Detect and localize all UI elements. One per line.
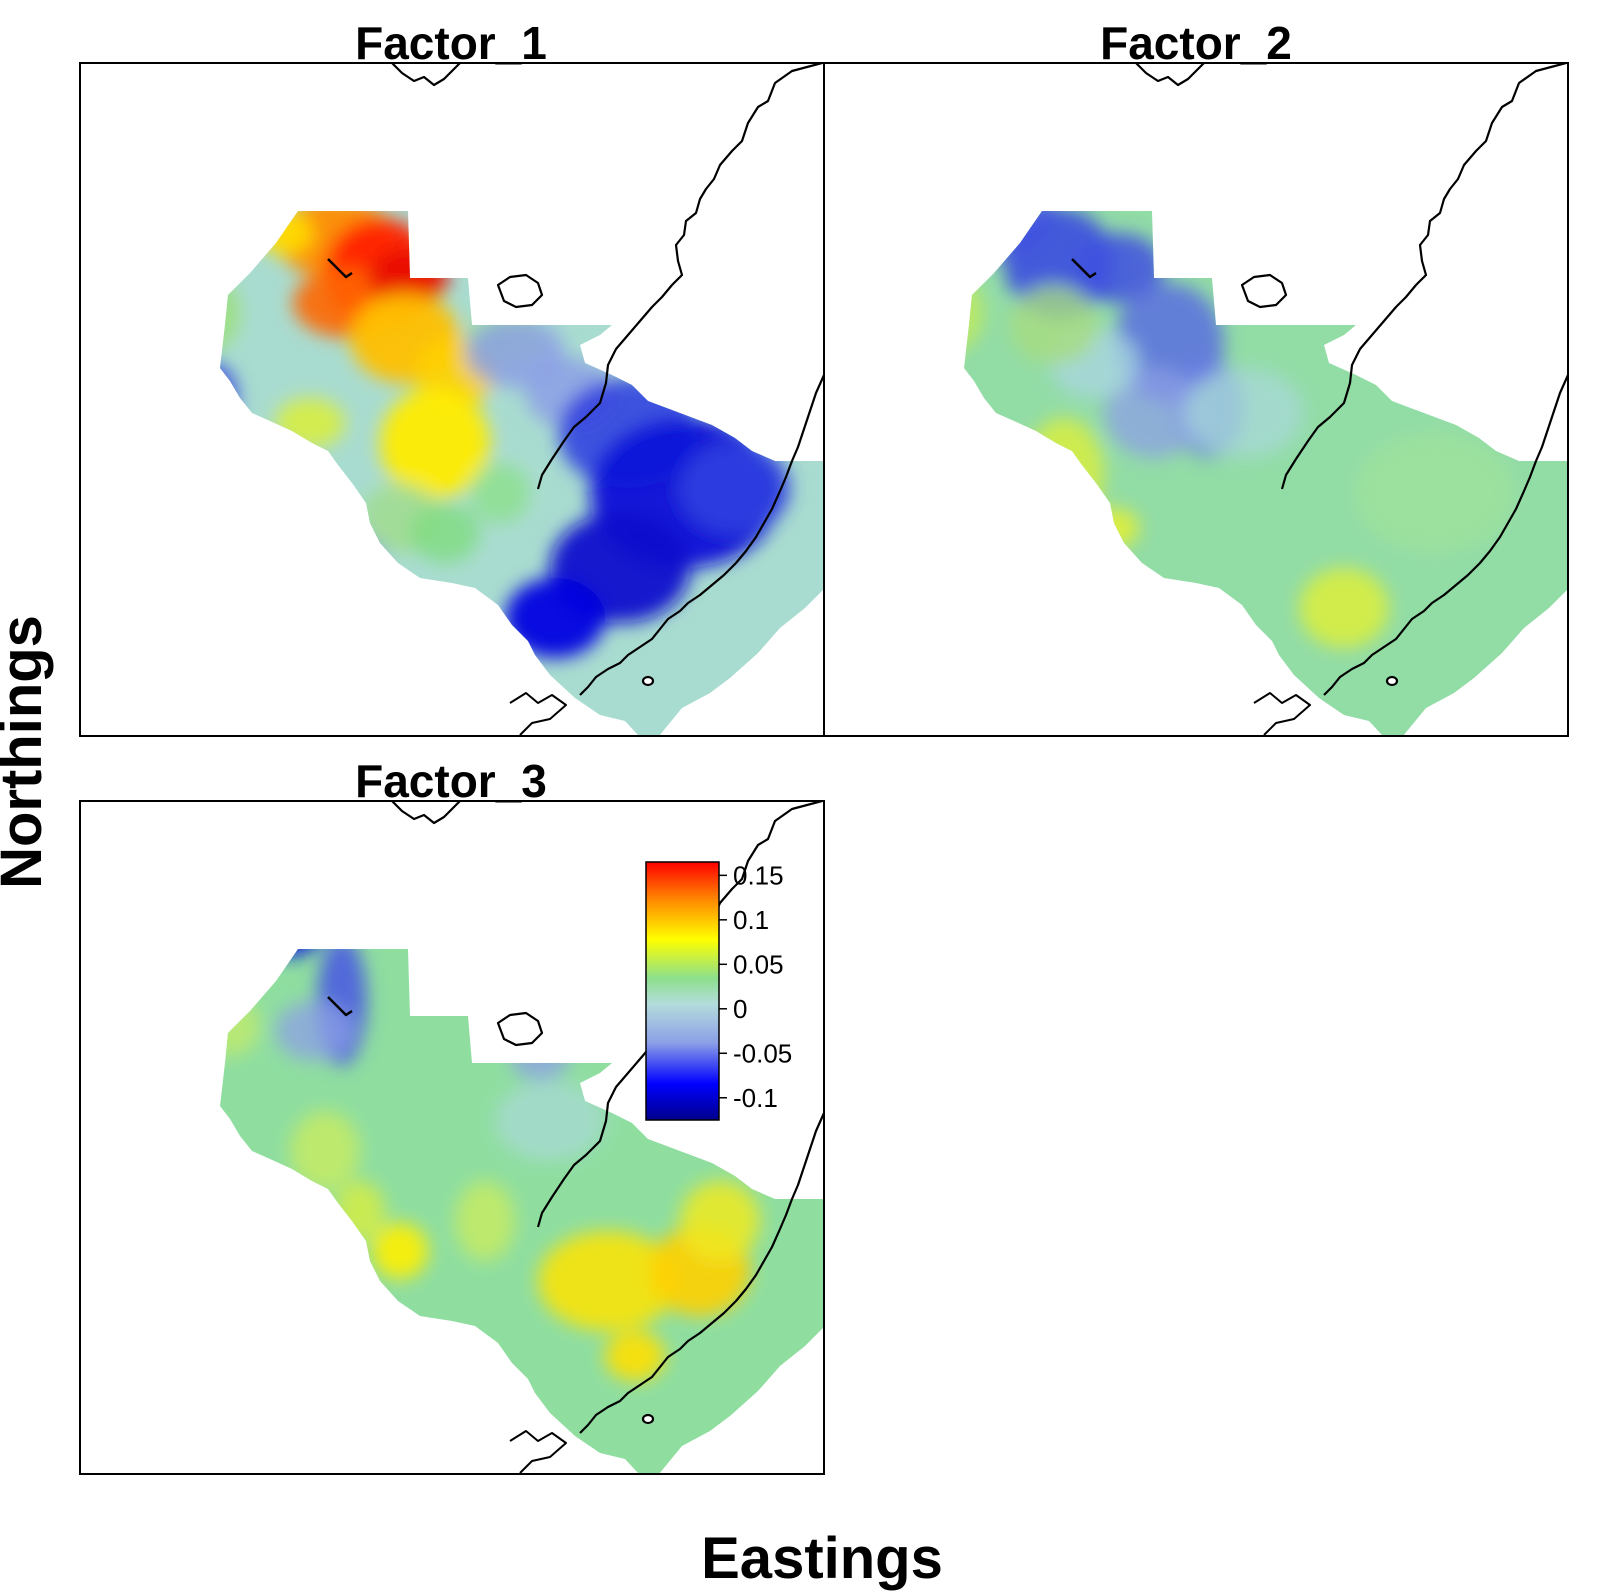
- map-panel-1: [79, 62, 825, 737]
- x-axis-label: Eastings: [701, 1526, 943, 1591]
- legend-tick-label: -0.1: [733, 1083, 778, 1113]
- factor-field-2: [964, 211, 1568, 736]
- legend-tick-label: 0.05: [733, 949, 784, 979]
- legend-tick-0: 0.15: [719, 860, 784, 890]
- coastline-1: [327, 63, 824, 736]
- y-axis-label: Northings: [0, 615, 54, 889]
- panel-title-factor-2: Factor_2: [1100, 17, 1292, 69]
- color-legend: 0.15 0.1 0.05 0 -0.05 -0.1: [645, 860, 792, 1121]
- panel-title-factor-1: Factor_1: [355, 17, 547, 69]
- legend-tick-4: -0.05: [719, 1038, 792, 1068]
- legend-tick-1: 0.1: [719, 905, 769, 935]
- legend-tick-label: 0.15: [733, 860, 784, 890]
- map-panel-2: [823, 62, 1569, 737]
- legend-tick-3: 0: [719, 994, 747, 1024]
- legend-tick-label: 0.1: [733, 905, 769, 935]
- legend-color-bar: [645, 861, 720, 1121]
- legend-tick-label: 0: [733, 994, 747, 1024]
- panel-frame-2: [823, 62, 1569, 737]
- factor-field-1: [220, 211, 824, 736]
- legend-tick-5: -0.1: [719, 1083, 778, 1113]
- legend-tick-label: -0.05: [733, 1038, 792, 1068]
- panel-frame-3: [79, 800, 825, 1475]
- panel-title-factor-3: Factor_3: [355, 755, 547, 807]
- legend-tick-2: 0.05: [719, 949, 784, 979]
- coastline-2: [1071, 63, 1568, 736]
